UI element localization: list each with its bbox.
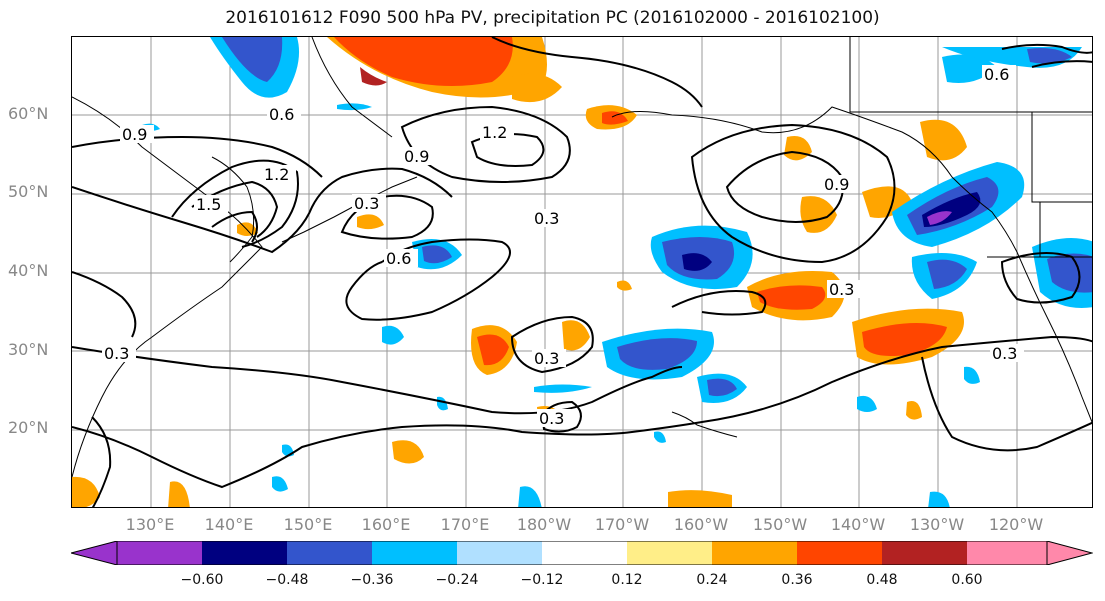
map-canvas: 0.3 0.3 0.3 0.3 0.3 0.3 0.3 0.6 0.6 0.6 … [72,37,1092,507]
lat-label-60n: 60°N [8,104,49,123]
colorbar [69,540,1094,569]
colorbar-tick: −0.60 [180,572,224,588]
colorbar-bin [457,541,542,565]
colorbar-extend-max [1046,540,1094,566]
contour-label-0.6: 0.6 [269,105,294,124]
colorbar-bin [967,541,1047,565]
lon-label-170e: 170°E [440,515,490,534]
colorbar-tick: −0.24 [435,572,479,588]
contour-label-0.6: 0.6 [984,65,1009,84]
map-panel: 0.3 0.3 0.3 0.3 0.3 0.3 0.3 0.6 0.6 0.6 … [71,36,1093,508]
colorbar-bin [117,541,202,565]
contour-label-0.3: 0.3 [534,349,559,368]
lon-label-120w: 120°W [988,515,1044,534]
contour-label-1.2: 1.2 [482,123,507,142]
contour-label-1.5: 1.5 [196,195,221,214]
contour-label-0.3: 0.3 [829,280,854,299]
colorbar-tick: −0.36 [350,572,394,588]
lon-label-160e: 160°E [361,515,411,534]
colorbar-bin [627,541,712,565]
lat-label-30n: 30°N [8,340,49,359]
coastlines [72,37,1092,478]
lat-label-20n: 20°N [8,418,49,437]
colorbar-bin [712,541,797,565]
colorbar-bin [797,541,882,565]
contour-label-0.9: 0.9 [122,125,147,144]
contour-label-0.3: 0.3 [104,344,129,363]
colorbar-svg [69,540,1094,566]
colorbar-bin [202,541,287,565]
colorbar-tick: 0.12 [611,572,643,588]
lon-label-150w: 150°W [752,515,808,534]
lon-label-180w: 180°W [516,515,572,534]
contour-label-0.3: 0.3 [534,209,559,228]
lon-label-140e: 140°E [204,515,254,534]
pv-contours [72,37,1092,507]
lon-label-150e: 150°E [283,515,333,534]
lat-label-40n: 40°N [8,261,49,280]
colorbar-bin [882,541,967,565]
colorbar-tick: 0.24 [696,572,728,588]
contour-label-0.6: 0.6 [386,249,411,268]
colorbar-tick: −0.48 [265,572,309,588]
contour-label-0.9: 0.9 [824,175,849,194]
colorbar-bin [287,541,372,565]
contour-label-0.9: 0.9 [404,147,429,166]
map-title: 2016101612 F090 500 hPa PV, precipitatio… [225,8,880,28]
colorbar-tick: 0.60 [951,572,983,588]
contour-label-0.3: 0.3 [992,344,1017,363]
lat-label-50n: 50°N [8,182,49,201]
contour-label-0.3: 0.3 [354,194,379,213]
contour-label-group: 0.3 0.3 0.3 0.3 0.3 0.3 0.3 0.6 0.6 0.6 … [102,65,1024,428]
colorbar-tick: −0.12 [520,572,564,588]
colorbar-bin [542,541,627,565]
contour-label-1.2: 1.2 [264,165,289,184]
contour-label-0.3: 0.3 [539,409,564,428]
colorbar-tick: 0.48 [866,572,898,588]
lon-label-130w: 130°W [909,515,965,534]
colorbar-extend-min [69,540,118,566]
lon-label-170w: 170°W [594,515,650,534]
colorbar-tick: 0.36 [781,572,813,588]
colorbar-bin [372,541,457,565]
lon-label-140w: 140°W [830,515,886,534]
lon-label-160w: 160°W [673,515,729,534]
precip-negative-areas [142,37,1092,507]
lon-label-130e: 130°E [125,515,175,534]
